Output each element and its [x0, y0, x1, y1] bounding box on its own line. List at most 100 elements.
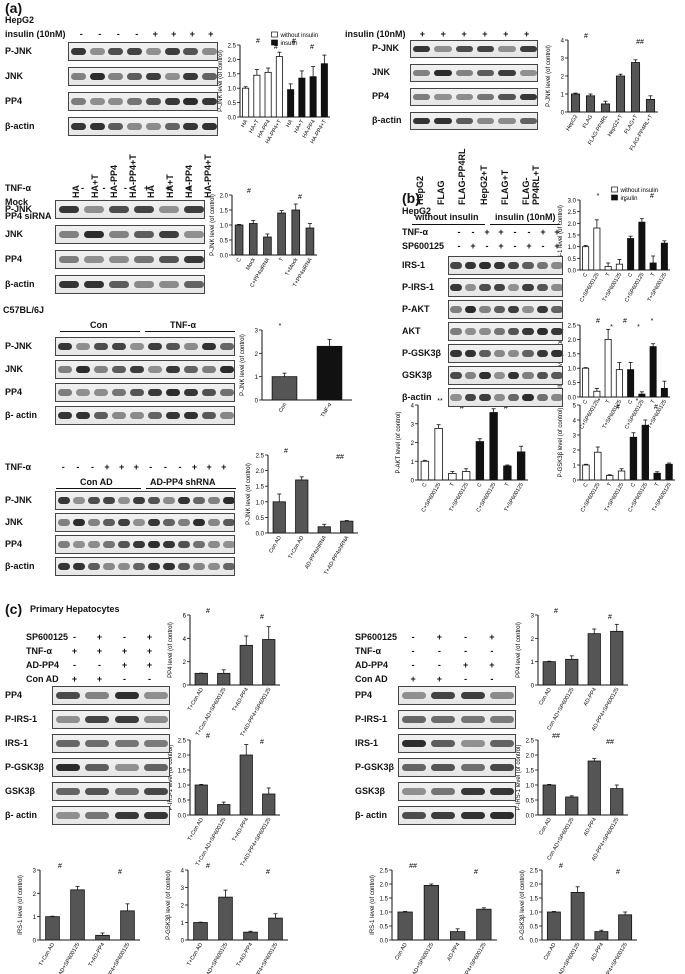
- b-strip-band: [479, 350, 491, 357]
- chart-y-tick-label: 2.5: [530, 869, 539, 875]
- chart-bar: [397, 911, 413, 941]
- a2-strip-band: [498, 93, 516, 101]
- a2-strip-band: [413, 69, 431, 77]
- a2-strip-band: [434, 93, 452, 101]
- chart-bar: [448, 473, 457, 481]
- a4-strip: [55, 406, 235, 425]
- chart-category-label: Mock: [245, 257, 257, 272]
- chart-y-tick-label: 0.0: [380, 939, 389, 945]
- b-strip: [448, 388, 563, 407]
- b-strip-band: [551, 262, 562, 269]
- chart-y-tick-label: 2.0: [178, 754, 187, 760]
- chart-annotation: #: [623, 318, 627, 325]
- c-left-sign: -: [73, 632, 76, 642]
- chart-y-tick-label: 0.5: [220, 239, 229, 245]
- a3-strip-band: [108, 256, 129, 263]
- a2-strip: [410, 40, 538, 58]
- a5-strip-band: [177, 497, 190, 504]
- a4-strip-band: [75, 412, 91, 419]
- chart-legend-swatch: [271, 31, 278, 38]
- chart-legend-swatch: [271, 39, 278, 46]
- chart-legend-label: insulin: [281, 41, 298, 47]
- chart-bar: [217, 672, 231, 686]
- chart-bar: [277, 212, 286, 256]
- c-right-row-label: Con AD: [355, 674, 388, 684]
- chart-category-label: C: [627, 399, 634, 405]
- b-strip-band: [536, 262, 549, 269]
- b-strip-band: [493, 306, 506, 313]
- c-left-sign: -: [123, 674, 126, 684]
- a1-row-label: JNK: [5, 70, 24, 81]
- b-strip-band: [479, 262, 491, 269]
- b-strip-band: [507, 306, 520, 313]
- a3-strip-band: [158, 281, 179, 288]
- chart-category-label: Con: [278, 402, 288, 414]
- chart-bar: [649, 262, 657, 271]
- chart-y-tick-label: 1.5: [380, 897, 389, 903]
- b-strip-band: [450, 284, 462, 291]
- a3-strip-band: [158, 206, 179, 213]
- b-strip-band: [551, 350, 562, 357]
- a1-strip-band: [164, 123, 180, 130]
- chart-category-label: C: [582, 272, 589, 278]
- c-right-row-label: SP600125: [355, 632, 398, 642]
- chart-y-tick-label: 2: [181, 904, 185, 910]
- a2-strip: [410, 88, 538, 106]
- c-right-strip-band: [460, 788, 485, 795]
- chart-category-label: Con AD: [538, 817, 553, 836]
- chart-annotation: #: [266, 869, 270, 876]
- chart-ylabel: PP4 level (of control): [168, 622, 174, 678]
- chart-annotation: #: [554, 608, 558, 615]
- b-row-label: P-IRS-1: [402, 281, 435, 292]
- chart-y-tick-label: 2.5: [228, 44, 237, 50]
- chart-category-label: T: [449, 481, 456, 487]
- c-right-row-label: GSK3β: [355, 785, 386, 796]
- c-right-strip-band: [401, 692, 426, 699]
- c-left-sign: -: [148, 674, 151, 684]
- chart-bar: [239, 754, 253, 816]
- chart-y-tick-label: 1.0: [526, 784, 535, 790]
- a1-cell-label: HepG2: [5, 15, 35, 25]
- chart-y-tick-label: 2.5: [568, 324, 577, 330]
- chart-category-label: FLAG+T: [624, 113, 640, 135]
- chart-category-label: T+AD-PP4: [236, 942, 254, 968]
- a2-row-label: P-JNK: [372, 43, 400, 53]
- chart-y-tick-label: 2: [531, 637, 535, 643]
- a4-strip-band: [147, 389, 163, 396]
- a1-strip-band: [202, 73, 217, 80]
- chart-bar: [604, 338, 612, 398]
- a3-strip-band: [58, 281, 79, 288]
- c-right-strip-band: [431, 812, 456, 819]
- a1-strip-band: [183, 73, 199, 80]
- c-left-strip-band: [55, 764, 80, 771]
- chart-bar: [606, 475, 614, 481]
- chart-bar: [317, 526, 331, 534]
- chart-annotation: *: [637, 324, 640, 331]
- b-sign: -: [513, 227, 517, 237]
- a2-row-label: β-actin: [372, 115, 402, 125]
- a5-sign: -: [178, 462, 182, 472]
- a1-sign: +: [189, 29, 195, 39]
- chart-y-tick-label: 1.0: [256, 500, 265, 506]
- chart-category-label: Con AD: [268, 535, 283, 554]
- a1-strip-band: [70, 48, 86, 55]
- chart-bar: [120, 910, 135, 941]
- chart-y-tick-label: 0: [411, 479, 415, 485]
- a1-sign: +: [208, 29, 214, 39]
- chart-annotation: #: [206, 863, 210, 870]
- b-row-label: β-actin: [402, 391, 432, 402]
- chart-legend-label: without insulin: [620, 188, 659, 194]
- chart-y-tick-label: 0.0: [530, 939, 539, 945]
- chart-category-label: C+SP600125: [624, 272, 646, 303]
- chart-bar: [587, 633, 601, 686]
- a1-strip-band: [127, 98, 143, 105]
- chart-y-tick-label: 1.5: [256, 485, 265, 491]
- a1-strip-band: [127, 123, 143, 130]
- a4-strip: [55, 337, 235, 356]
- b-row-label: P-AKT: [402, 303, 430, 314]
- a5-strip-band: [87, 497, 100, 504]
- chart-bar: [582, 464, 590, 481]
- a3-strip-band: [83, 231, 104, 238]
- a4-strip-band: [57, 343, 73, 350]
